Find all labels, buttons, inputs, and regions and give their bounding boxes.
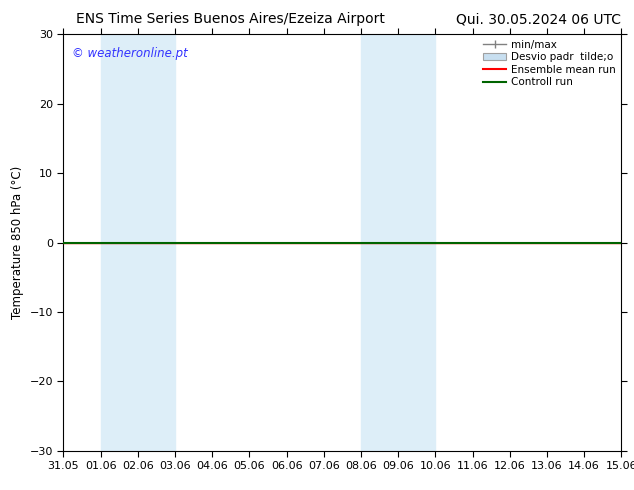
Bar	[101, 34, 175, 451]
Bar	[361, 34, 436, 451]
Text: ENS Time Series Buenos Aires/Ezeiza Airport: ENS Time Series Buenos Aires/Ezeiza Airp…	[76, 12, 385, 26]
Text: © weatheronline.pt: © weatheronline.pt	[72, 47, 188, 60]
Text: Qui. 30.05.2024 06 UTC: Qui. 30.05.2024 06 UTC	[456, 12, 621, 26]
Y-axis label: Temperature 850 hPa (°C): Temperature 850 hPa (°C)	[11, 166, 24, 319]
Legend: min/max, Desvio padr  tilde;o, Ensemble mean run, Controll run: min/max, Desvio padr tilde;o, Ensemble m…	[480, 36, 619, 91]
